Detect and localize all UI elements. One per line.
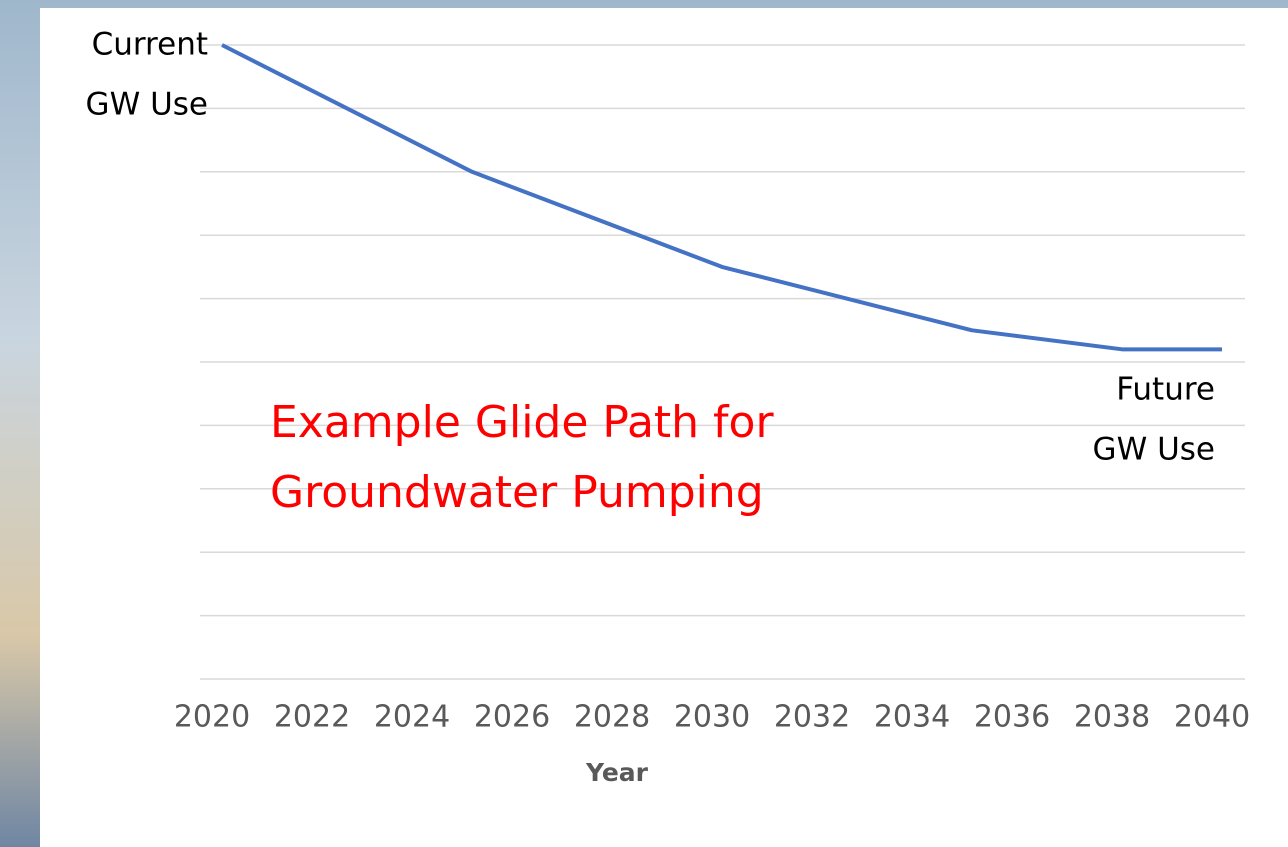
annotation-end: GW Use (1093, 432, 1215, 468)
annotation-end: Future (1116, 372, 1215, 408)
page: 2020 2022 2024 2026 2028 2030 2032 2034 2036 2038… (0, 0, 1288, 847)
x-tick-label: 2036 (974, 700, 1050, 735)
annotation-start: GW Use (86, 87, 208, 123)
x-tick-label: 2020 (174, 700, 250, 735)
x-tick-label: 2034 (874, 700, 950, 735)
annotation-start: Current (92, 27, 208, 63)
annotation-caption: Example Glide Path for (270, 397, 774, 448)
x-tick-label: 2028 (574, 700, 650, 735)
x-tick-label: 2032 (774, 700, 850, 735)
x-tick-label: 2040 (1174, 700, 1250, 735)
x-axis-label: Year (585, 758, 649, 787)
x-tick-label: 2038 (1074, 700, 1150, 735)
x-tick-label: 2024 (374, 700, 450, 735)
annotation-caption: Groundwater Pumping (270, 467, 764, 518)
data-line (222, 45, 1222, 349)
x-tick-label: 2030 (674, 700, 750, 735)
chart: 2020 2022 2024 2026 2028 2030 2032 2034 2036 2038… (0, 0, 1288, 847)
x-tick-label: 2026 (474, 700, 550, 735)
x-tick-label: 2022 (274, 700, 350, 735)
